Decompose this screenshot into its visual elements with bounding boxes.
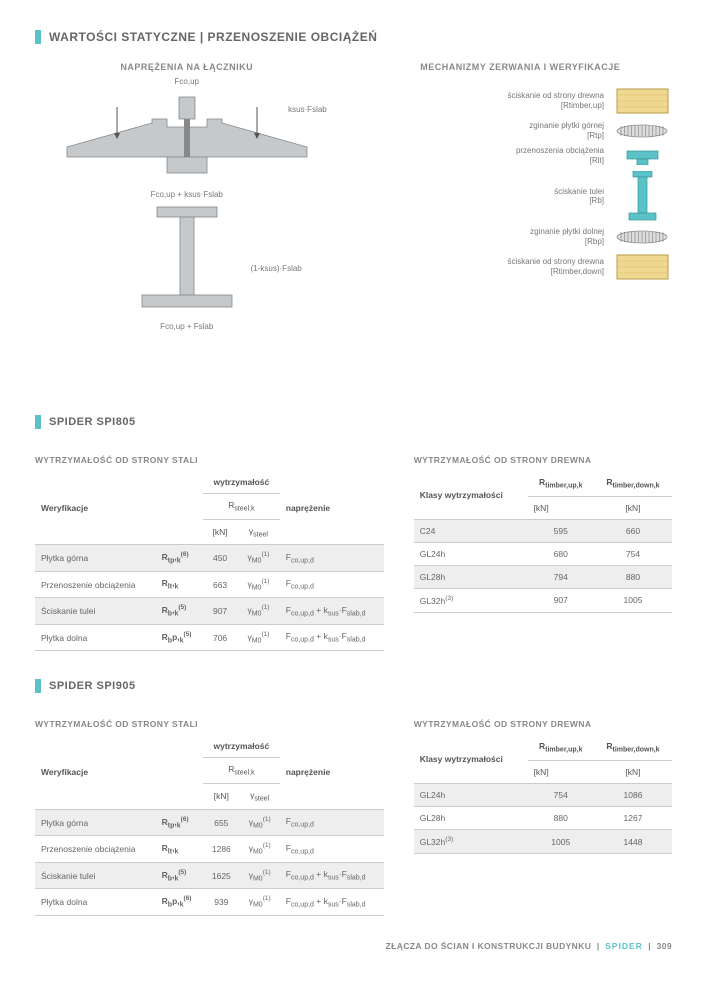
steel-table-col: WYTRZYMAŁOŚĆ OD STRONY STALI Weryfikacje… — [35, 447, 384, 651]
section-title-text: WARTOŚCI STATYCZNE | PRZENOSZENIE OBCIĄŻ… — [49, 30, 377, 44]
table-row: Ściskanie tuleiRb,k(5)907γM0(1)Fco,up,d … — [35, 598, 384, 625]
title-bar-icon — [35, 30, 41, 44]
slab-diagram: Fco,up ksus·Fslab — [57, 87, 317, 177]
steel-title: WYTRZYMAŁOŚĆ OD STRONY STALI — [35, 719, 384, 729]
footer-left: ZŁĄCZA DO ŚCIAN I KONSTRUKCJI BUDYNKU — [386, 941, 592, 951]
diagram-right-title: MECHANIZMY ZERWANIA I WERYFIKACJE — [369, 62, 673, 72]
beam-svg — [132, 202, 242, 317]
wood-table: Klasy wytrzymałościRtimber,up,kRtimber,d… — [414, 471, 672, 613]
mechanism-row: zginanie płytki górnej[Rtp] — [369, 121, 673, 140]
mechanism-label: zginanie płytki górnej[Rtp] — [529, 121, 604, 140]
diagram-right: MECHANIZMY ZERWANIA I WERYFIKACJE ściska… — [369, 62, 673, 387]
product-title: SPIDER SPI805 — [35, 415, 672, 429]
table-row: GL32h(3)9071005 — [414, 588, 672, 612]
product-tables-row: WYTRZYMAŁOŚĆ OD STRONY STALI Weryfikacje… — [35, 447, 672, 651]
mechanism-row: przenoszenia obciążenia[Rlt] — [369, 146, 673, 165]
mechanism-pic — [612, 253, 672, 281]
wood-table: Klasy wytrzymałościRtimber,up,kRtimber,d… — [414, 735, 672, 854]
mechanism-row: zginanie płytki dolnej[Rbp] — [369, 227, 673, 246]
mechanism-pic — [612, 171, 672, 221]
mechanism-pic — [612, 147, 672, 165]
mechanism-label: przenoszenia obciążenia[Rlt] — [516, 146, 604, 165]
product-name: SPIDER SPI805 — [49, 416, 136, 428]
table-row: Płytka górnaRtp,k(6)450γM0(1)Fco,up,d — [35, 545, 384, 572]
product-name: SPIDER SPI905 — [49, 680, 136, 692]
steel-table-col: WYTRZYMAŁOŚĆ OD STRONY STALI Weryfikacje… — [35, 711, 384, 915]
table-row: Płytka górnaRtp,k(6)655γM0(1)Fco,up,d — [35, 809, 384, 836]
table-row: C24595660 — [414, 519, 672, 542]
product-block: SPIDER SPI805 WYTRZYMAŁOŚĆ OD STRONY STA… — [35, 415, 672, 651]
diagram-row: NAPRĘŻENIA NA ŁĄCZNIKU Fco,up ksus·Fslab — [35, 62, 672, 387]
mechanism-label: ściskanie od strony drewna[Rtimber,down] — [508, 257, 605, 276]
mechanism-row: ściskanie od strony drewna[Rtimber,up] — [369, 87, 673, 115]
mechanism-list: ściskanie od strony drewna[Rtimber,up] zg… — [369, 87, 673, 281]
beam-diagram: Fco,up + ksus·Fslab (1-ksus)·Fslab Fco,u… — [132, 202, 242, 317]
diagram-left: NAPRĘŻENIA NA ŁĄCZNIKU Fco,up ksus·Fslab — [35, 62, 339, 387]
label-top-beam: Fco,up + ksus·Fslab — [151, 190, 223, 199]
diagram-left-title: NAPRĘŻENIA NA ŁĄCZNIKU — [35, 62, 339, 72]
table-row: GL24h7541086 — [414, 784, 672, 807]
table-row: GL28h794880 — [414, 565, 672, 588]
table-row: Płytka dolnaRbp,k(6)939γM0(1)Fco,up,d + … — [35, 889, 384, 916]
table-row: Ściskanie tuleiRb,k(5)1625γM0(1)Fco,up,d… — [35, 862, 384, 889]
mechanism-row: ściskanie od strony drewna[Rtimber,down] — [369, 253, 673, 281]
mechanism-label: ściskanie tulei[Rb] — [554, 187, 604, 206]
products-container: SPIDER SPI805 WYTRZYMAŁOŚĆ OD STRONY STA… — [35, 415, 672, 916]
mechanism-pic — [612, 229, 672, 245]
mechanism-row: ściskanie tulei[Rb] — [369, 171, 673, 221]
table-row: GL32h(3)10051448 — [414, 830, 672, 854]
slab-svg — [57, 87, 317, 177]
product-title: SPIDER SPI905 — [35, 679, 672, 693]
mechanism-pic — [612, 87, 672, 115]
table-row: Płytka dolnaRbp,k(5)706γM0(1)Fco,up,d + … — [35, 624, 384, 651]
page-footer: ZŁĄCZA DO ŚCIAN I KONSTRUKCJI BUDYNKU | … — [35, 941, 672, 951]
table-row: GL24h680754 — [414, 542, 672, 565]
steel-title: WYTRZYMAŁOŚĆ OD STRONY STALI — [35, 455, 384, 465]
steel-table: Weryfikacjewytrzymałośćnaprężenie Rsteel… — [35, 471, 384, 651]
wood-title: WYTRZYMAŁOŚĆ OD STRONY DREWNA — [414, 719, 672, 729]
diagram-left-area: Fco,up ksus·Fslab Fco,up + ksus·Fslab (1… — [35, 87, 339, 387]
steel-table: Weryfikacjewytrzymałośćnaprężenie Rsteel… — [35, 735, 384, 915]
table-row: Przenoszenie obciążeniaRlt,k663γM0(1)Fco… — [35, 571, 384, 598]
wood-title: WYTRZYMAŁOŚĆ OD STRONY DREWNA — [414, 455, 672, 465]
product-tables-row: WYTRZYMAŁOŚĆ OD STRONY STALI Weryfikacje… — [35, 711, 672, 915]
table-row: Przenoszenie obciążeniaRlt,k1286γM0(1)Fc… — [35, 836, 384, 863]
mechanism-label: ściskanie od strony drewna[Rtimber,up] — [508, 91, 605, 110]
title-bar-icon — [35, 679, 41, 693]
label-mid-beam: (1-ksus)·Fslab — [251, 264, 302, 273]
title-bar-icon — [35, 415, 41, 429]
label-fcoup: Fco,up — [175, 77, 199, 86]
label-ksus-fslab: ksus·Fslab — [288, 105, 327, 114]
table-row: GL28h8801267 — [414, 807, 672, 830]
product-block: SPIDER SPI905 WYTRZYMAŁOŚĆ OD STRONY STA… — [35, 679, 672, 915]
footer-brand: SPIDER — [605, 941, 643, 951]
section-title: WARTOŚCI STATYCZNE | PRZENOSZENIE OBCIĄŻ… — [35, 30, 672, 44]
footer-page: 309 — [657, 941, 672, 951]
wood-table-col: WYTRZYMAŁOŚĆ OD STRONY DREWNA Klasy wytr… — [414, 711, 672, 915]
wood-table-col: WYTRZYMAŁOŚĆ OD STRONY DREWNA Klasy wytr… — [414, 447, 672, 651]
mechanism-label: zginanie płytki dolnej[Rbp] — [530, 227, 604, 246]
label-bot-beam: Fco,up + Fslab — [160, 322, 213, 331]
mechanism-pic — [612, 123, 672, 139]
